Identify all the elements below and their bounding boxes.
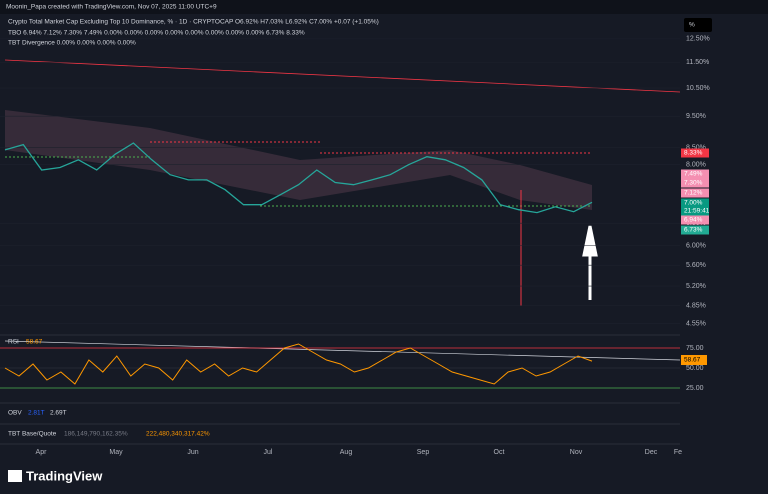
logo-icon [8,470,22,482]
y-tick-label: 9.50% [686,113,706,120]
price-tag-label: 6.94% [684,217,703,224]
tbt-label: TBT Base/Quote [8,431,57,438]
price-tag-label: 6.73% [684,227,703,234]
obv-value: 2.81T [28,410,45,417]
x-tick-label: Oct [494,449,505,456]
arrow [582,225,598,300]
credit-bar [0,0,768,14]
brand: TradingView [26,468,103,483]
rsi-price-box [681,355,707,365]
tbt-value: 186,149,790,162.35% [64,431,128,438]
x-tick-label: Jun [187,449,198,456]
price-tag [681,178,709,188]
price-tag [681,215,709,225]
y-tick-label: 10.50% [686,85,710,92]
rsi-line [4,343,593,385]
price-tag [681,198,709,208]
x-tick-label: Apr [36,449,48,456]
price-tag [681,206,709,216]
price-line [4,142,593,214]
unit-label[interactable]: % [689,22,695,29]
y-tick-label: 5.60% [686,262,706,269]
price-tag-label: 7.00% [684,200,703,207]
cloud [5,110,592,210]
price-tag [681,225,709,235]
rsi-label: RSI [8,339,19,346]
rsi-price-label: 58.67 [684,357,701,364]
price-tag [681,169,709,179]
price-tag-label: 21:59:41 [684,208,710,215]
price-tag [681,188,709,198]
x-tick-label: Aug [340,449,353,456]
obv-value: 2.69T [50,410,67,417]
rsi-trend-line [4,340,681,361]
rsi-tick-label: 75.00 [686,345,704,352]
y-tick-label: 6.00% [686,243,706,250]
price-tag [681,148,709,158]
x-tick-label: Nov [570,449,583,456]
tbt-legend: TBT Divergence 0.00% 0.00% 0.00% 0.00% [8,40,136,47]
y-tick-label: 8.00% [686,162,706,169]
x-tick-label: Sep [417,449,430,456]
y-tick-label: 8.50% [686,144,706,151]
tbo-legend: TBO 6.94% 7.12% 7.30% 7.49% 0.00% 0.00% … [8,30,305,37]
rsi-tick-label: 50.00 [686,365,704,372]
price-tag-label: 7.30% [684,180,703,187]
y-tick-label: 4.55% [686,321,706,328]
obv-label: OBV [8,410,22,417]
y-tick-label: 11.50% [686,59,709,66]
price-tag-label: 7.49% [684,171,703,178]
trend-line [4,59,681,93]
unit-box[interactable] [684,18,712,32]
y-tick-label: 5.20% [686,283,706,290]
y-tick-label: 4.85% [686,303,706,310]
credit: Moonin_Papa created with TradingView.com… [6,4,217,11]
x-tick-label: Jul [264,449,273,456]
price-tag-label: 7.12% [684,190,703,197]
y-tick-label: 12.50% [686,36,710,43]
price-tag-label: 8.33% [684,150,703,157]
rsi-value: 58.67 [26,339,43,346]
x-tick-label: Dec [645,449,658,456]
tbt-value: 222,480,340,317.42% [146,431,210,438]
x-tick-label: May [109,449,123,456]
symbol-title: Crypto Total Market Cap Excluding Top 10… [8,19,379,26]
rsi-tick-label: 25.00 [686,385,704,392]
x-tick-label: Fe [674,449,682,456]
